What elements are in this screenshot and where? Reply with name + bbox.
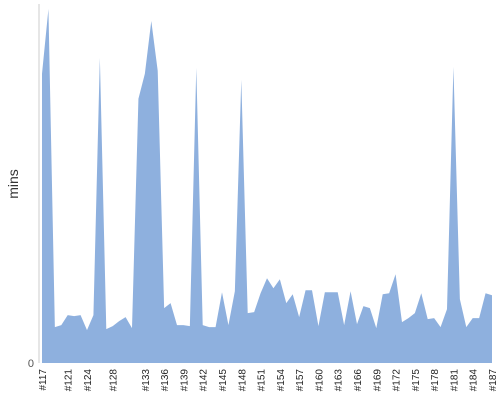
- x-axis-ticks: #117 #121 #124 #128 #133 #136 #139 #142 #145 #148…: [38, 369, 499, 392]
- x-tick-label: #145: [218, 369, 229, 392]
- x-tick-label: #154: [276, 369, 287, 392]
- x-tick-label: #163: [334, 369, 345, 392]
- x-tick-label: #166: [353, 369, 364, 392]
- x-tick-label: #151: [257, 369, 268, 392]
- x-tick-label: #133: [141, 369, 152, 392]
- x-tick-label: #172: [392, 369, 403, 392]
- plot-area: [38, 4, 492, 364]
- x-tick-label: #136: [160, 369, 171, 392]
- x-tick-label: #128: [109, 369, 120, 392]
- x-tick-label: #121: [64, 369, 75, 392]
- x-tick-label: #178: [430, 369, 441, 392]
- x-tick-label: #148: [237, 369, 248, 392]
- y-axis-label: mins: [5, 169, 21, 199]
- x-tick-label: #187: [488, 369, 499, 392]
- area-series: [42, 8, 492, 364]
- x-tick-label: #184: [469, 369, 480, 392]
- x-tick-label: #181: [449, 369, 460, 392]
- y-tick-label: 0: [28, 358, 34, 370]
- x-tick-label: #169: [372, 369, 383, 392]
- x-tick-label: #139: [179, 369, 190, 392]
- y-axis-ticks: 0: [28, 358, 34, 370]
- x-tick-label: #160: [314, 369, 325, 392]
- x-tick-label: #117: [38, 369, 49, 391]
- x-tick-label: #175: [411, 369, 422, 392]
- x-tick-label: #142: [199, 369, 210, 392]
- x-tick-label: #124: [83, 369, 94, 392]
- x-tick-label: #157: [295, 369, 306, 392]
